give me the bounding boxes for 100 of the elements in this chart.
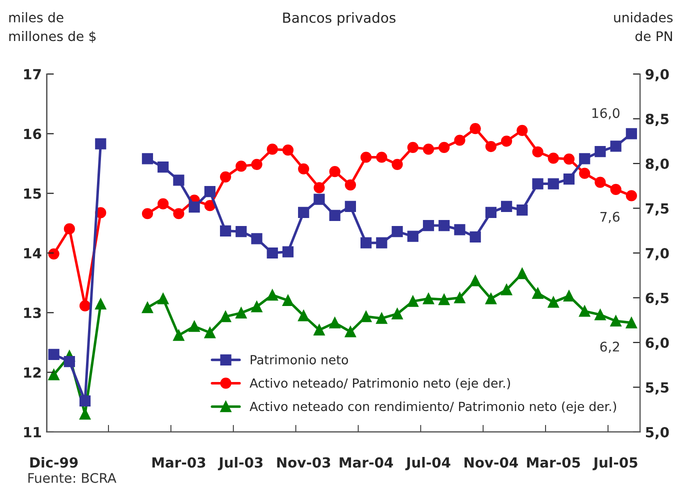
point xyxy=(422,220,434,232)
point xyxy=(407,230,418,242)
point xyxy=(438,142,450,153)
point xyxy=(173,208,184,220)
point xyxy=(282,294,294,306)
point xyxy=(532,288,544,299)
point xyxy=(282,144,294,156)
point xyxy=(188,320,200,332)
y2-tick-label: 7,0 xyxy=(646,248,669,260)
point xyxy=(251,158,262,170)
point xyxy=(548,178,559,190)
point xyxy=(392,308,403,320)
y-tick-label: 12 xyxy=(24,367,41,378)
y2-axis-title: unidades de PN xyxy=(614,12,673,42)
x-tick-label: Dic-99 xyxy=(30,456,78,468)
point xyxy=(422,293,434,304)
point xyxy=(95,298,106,310)
point xyxy=(610,315,622,327)
y-axis-title: miles de millones de $ xyxy=(9,12,96,43)
point xyxy=(314,194,325,205)
y2-tick-label: 8,5 xyxy=(646,114,669,126)
point xyxy=(64,223,75,234)
point xyxy=(610,140,622,152)
point xyxy=(360,237,372,248)
point xyxy=(407,296,418,307)
point xyxy=(266,290,278,301)
point xyxy=(594,309,606,320)
point xyxy=(532,178,544,190)
point xyxy=(158,293,169,304)
point xyxy=(251,301,262,312)
point xyxy=(236,307,247,319)
point xyxy=(344,179,356,191)
point xyxy=(500,200,512,212)
point xyxy=(438,220,450,232)
point xyxy=(314,182,325,194)
point xyxy=(422,144,434,155)
point xyxy=(360,152,372,163)
x-tick-label: Jul-05 xyxy=(592,456,638,470)
legend-label: Activo neteado/ Patrimonio neto (eje der.) xyxy=(250,378,510,390)
annotation: 16,0 xyxy=(592,108,620,120)
point xyxy=(298,310,310,322)
legend-label: Patrimonio neto xyxy=(250,354,348,364)
point xyxy=(376,152,388,163)
point xyxy=(158,198,169,210)
point xyxy=(594,176,606,188)
y2-tick-label: 6,5 xyxy=(646,292,669,305)
y-tick-label: 11 xyxy=(24,427,41,438)
point xyxy=(188,202,200,213)
y2-tick-label: 7,5 xyxy=(646,203,669,216)
point xyxy=(220,171,232,182)
point xyxy=(548,152,559,164)
point xyxy=(454,224,466,236)
point xyxy=(626,317,637,328)
point xyxy=(470,231,481,242)
point xyxy=(579,153,590,164)
point xyxy=(266,144,278,155)
point xyxy=(563,153,575,165)
y-tick-label: 14 xyxy=(24,248,42,258)
point xyxy=(626,190,637,202)
point xyxy=(64,356,75,368)
point xyxy=(360,310,372,322)
point xyxy=(626,128,637,140)
point xyxy=(48,348,60,360)
point xyxy=(392,158,403,170)
point xyxy=(470,123,481,134)
point xyxy=(454,134,466,146)
point xyxy=(236,160,247,172)
point xyxy=(516,124,528,136)
point xyxy=(579,306,590,317)
point xyxy=(344,200,356,212)
point xyxy=(392,226,403,238)
point xyxy=(79,300,91,312)
point xyxy=(485,206,496,218)
point xyxy=(298,206,310,218)
point xyxy=(251,233,262,244)
point xyxy=(329,166,340,178)
point xyxy=(142,302,154,314)
point xyxy=(516,268,528,280)
point xyxy=(563,173,575,185)
x-tick-label: Jul-04 xyxy=(405,456,450,470)
y-tick-label: 17 xyxy=(24,69,41,80)
point xyxy=(173,174,184,186)
y2-tick-label: 5,5 xyxy=(646,382,669,394)
y2-tick-label: 9,0 xyxy=(646,68,669,82)
point xyxy=(95,138,106,150)
x-tick-label: Nov-04 xyxy=(464,457,518,468)
x-tick-label: Mar-03 xyxy=(152,457,206,468)
y2-tick-label: 8,0 xyxy=(646,158,669,171)
point xyxy=(266,247,278,259)
point xyxy=(376,237,388,248)
point xyxy=(142,208,154,220)
point xyxy=(204,327,216,338)
point xyxy=(329,317,340,328)
point xyxy=(563,290,575,302)
point xyxy=(579,168,590,179)
point xyxy=(376,312,388,324)
point xyxy=(329,210,340,221)
y2-tick-label: 5,0 xyxy=(646,426,669,440)
point xyxy=(532,146,544,158)
point xyxy=(158,162,169,173)
